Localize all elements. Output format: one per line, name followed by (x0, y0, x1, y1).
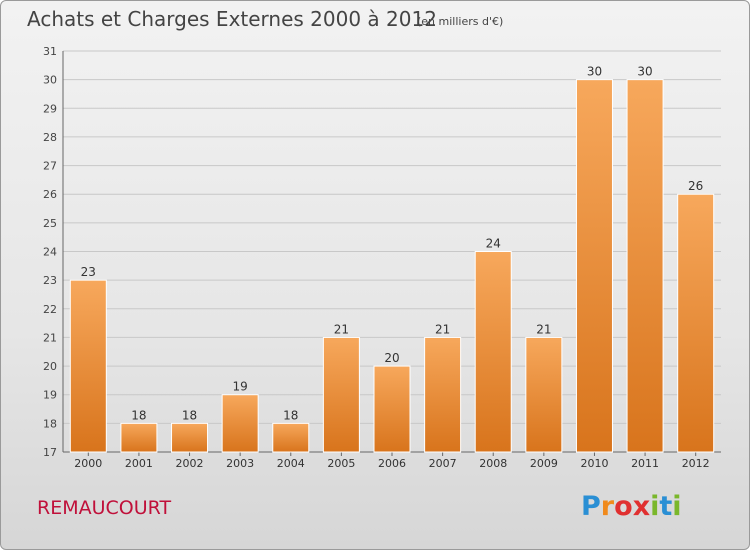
y-tick-label: 23 (43, 274, 57, 287)
place-name: REMAUCOURT (37, 497, 172, 519)
x-tick-label: 2000 (74, 457, 102, 470)
x-tick-label: 2002 (176, 457, 204, 470)
y-tick-label: 17 (43, 446, 57, 459)
data-label: 30 (637, 65, 652, 79)
x-tick-label: 2007 (429, 457, 457, 470)
x-tick-label: 2012 (682, 457, 710, 470)
bar-2001 (120, 422, 158, 453)
bar-2000 (69, 279, 107, 453)
proxiti-logo[interactable]: Proxiti (581, 491, 682, 522)
data-label: 24 (486, 237, 501, 251)
data-label: 23 (81, 265, 96, 279)
bar-2009 (525, 336, 563, 453)
data-label: 21 (536, 322, 551, 336)
bar-2002 (171, 422, 209, 453)
x-tick-label: 2010 (580, 457, 608, 470)
x-tick-label: 2009 (530, 457, 558, 470)
bar-2005 (322, 336, 360, 453)
data-label: 20 (384, 351, 399, 365)
x-tick-label: 2005 (327, 457, 355, 470)
bar-2007 (424, 336, 462, 453)
bar-2008 (474, 251, 512, 453)
y-tick-label: 26 (43, 188, 57, 201)
y-tick-label: 27 (43, 160, 57, 173)
bar-2003 (221, 394, 259, 453)
x-tick-label: 2006 (378, 457, 406, 470)
y-tick-label: 29 (43, 102, 57, 115)
bar-2011 (626, 79, 664, 453)
y-tick-label: 19 (43, 389, 57, 402)
bar-2012 (677, 193, 715, 453)
data-label: 21 (435, 322, 450, 336)
chart-title: Achats et Charges Externes 2000 à 2012 (27, 7, 437, 31)
y-tick-label: 24 (43, 246, 57, 259)
bar-2004 (272, 422, 310, 453)
y-tick-label: 30 (43, 74, 57, 87)
data-label: 19 (233, 380, 248, 394)
x-tick-label: 2003 (226, 457, 254, 470)
y-tick-label: 21 (43, 331, 57, 344)
data-label: 18 (131, 408, 146, 422)
y-tick-label: 22 (43, 303, 57, 316)
x-tick-label: 2004 (277, 457, 305, 470)
chart-subtitle: (en milliers d'€) (417, 15, 504, 28)
data-labels: 23 18 18 19 18 21 20 21 24 21 30 30 26 (81, 65, 704, 423)
y-tick-label: 25 (43, 217, 57, 230)
x-tick-label: 2011 (631, 457, 659, 470)
bar-2006 (373, 365, 411, 453)
y-tick-label: 31 (43, 45, 57, 58)
data-label: 30 (587, 65, 602, 79)
y-tick-label: 18 (43, 417, 57, 430)
y-tick-label: 28 (43, 131, 57, 144)
data-label: 18 (182, 408, 197, 422)
data-label: 21 (334, 322, 349, 336)
data-label: 18 (283, 408, 298, 422)
bar-2010 (575, 79, 613, 453)
data-label: 26 (688, 179, 703, 193)
x-tick-label: 2008 (479, 457, 507, 470)
bars (69, 79, 715, 453)
y-tick-label: 20 (43, 360, 57, 373)
x-tick-label: 2001 (125, 457, 153, 470)
